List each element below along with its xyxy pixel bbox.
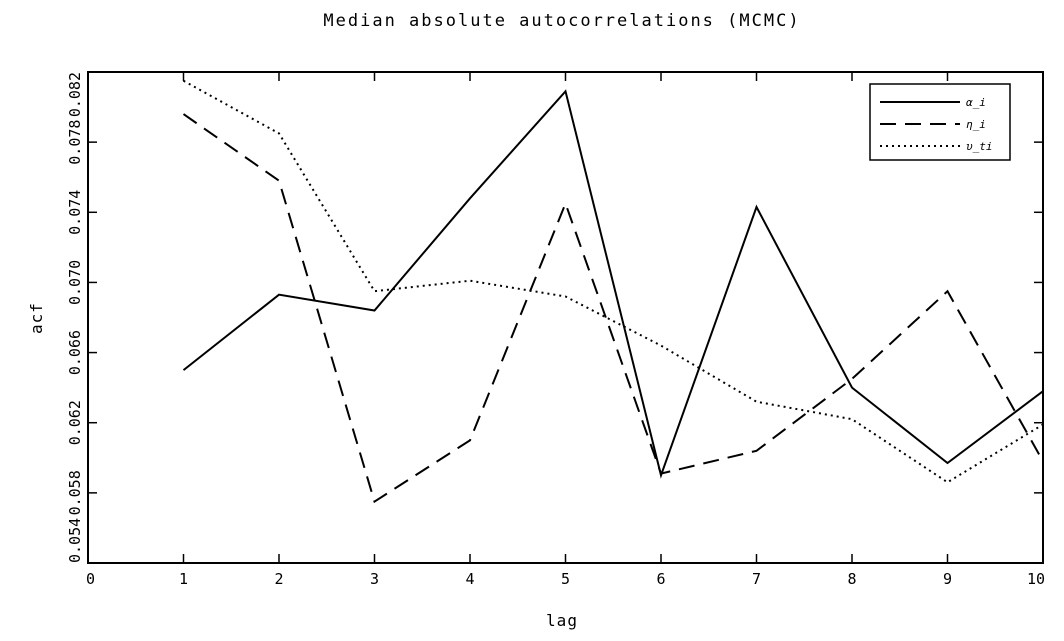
y-tick-label: 0.054 bbox=[66, 518, 84, 563]
x-tick-label: 6 bbox=[656, 570, 665, 588]
y-axis: 0.054 0.058 0.062 0.066 0.070 0.074 0.078 0.082 bbox=[66, 71, 1043, 564]
x-tick-label: 7 bbox=[752, 570, 761, 588]
x-tick-label: 5 bbox=[561, 570, 570, 588]
legend-label: υ_ti bbox=[966, 140, 993, 153]
y-tick-label: 0.078 bbox=[66, 120, 84, 165]
y-tick-label: 0.066 bbox=[66, 330, 84, 375]
y-tick-label: 0.070 bbox=[66, 260, 84, 305]
y-tick-label: 0.062 bbox=[66, 400, 84, 445]
x-tick-label: 2 bbox=[274, 570, 283, 588]
chart-title: Median absolute autocorrelations (MCMC) bbox=[323, 11, 800, 31]
y-axis-label: acf bbox=[27, 302, 46, 334]
legend-box bbox=[869, 83, 1011, 161]
x-axis: 0 1 2 3 4 5 6 7 8 9 10 bbox=[86, 72, 1045, 588]
x-tick-label: 8 bbox=[847, 570, 856, 588]
x-tick-label: 1 bbox=[179, 570, 188, 588]
legend-label: α_i bbox=[966, 96, 986, 109]
x-tick-label: 4 bbox=[465, 570, 474, 588]
series-line-solid bbox=[182, 89, 1044, 479]
y-tick-label: 0.074 bbox=[66, 190, 84, 235]
series-line-dashed bbox=[182, 113, 1044, 504]
legend: α_i η_i υ_ti bbox=[869, 83, 1011, 161]
series-line-dotted bbox=[183, 79, 1044, 484]
legend-label: η_i bbox=[966, 118, 986, 131]
y-tick-label: 0.058 bbox=[66, 470, 84, 515]
y-tick-label: 0.082 bbox=[66, 72, 84, 117]
x-tick-label: 9 bbox=[943, 570, 952, 588]
x-tick-label: 10 bbox=[1027, 570, 1045, 588]
series-group bbox=[182, 79, 1044, 504]
x-tick-label: 3 bbox=[370, 570, 379, 588]
x-axis-label: lag bbox=[546, 611, 578, 630]
x-tick-label: 0 bbox=[86, 570, 95, 588]
